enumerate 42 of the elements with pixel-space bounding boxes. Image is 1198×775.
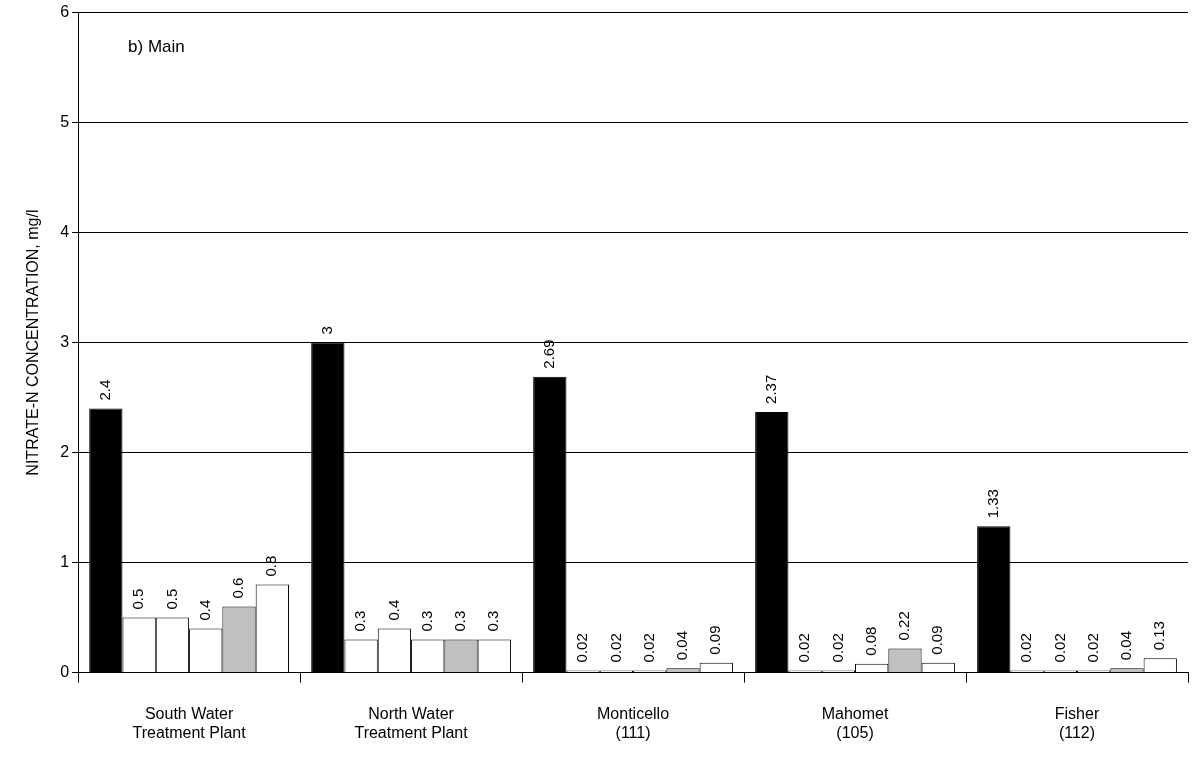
data-label: 0.08 (861, 626, 879, 656)
data-label: 0.02 (639, 633, 657, 663)
data-label: 0.3 (451, 610, 469, 632)
data-label: 0.6 (229, 577, 247, 599)
data-label: 1.33 (983, 489, 1001, 519)
data-label: 0.02 (606, 633, 624, 663)
y-tick-label: 6 (60, 3, 70, 21)
data-label: 0.02 (573, 633, 591, 663)
y-tick-label: 1 (60, 553, 70, 571)
data-label: 0.02 (795, 633, 813, 663)
data-label: 2.4 (95, 379, 113, 401)
data-label: 0.04 (1117, 631, 1135, 661)
annotation: b) Main (128, 36, 185, 56)
data-label: 0.5 (162, 588, 180, 610)
y-tick-label: 2 (60, 443, 70, 461)
y-axis-title: NITRATE-N CONCENTRATION, mg/l (24, 209, 42, 476)
x-tick-label: North Water Treatment Plant (354, 704, 469, 741)
data-label: 0.4 (384, 599, 402, 621)
data-label: 0.04 (673, 631, 691, 661)
data-label: 3 (317, 326, 335, 335)
data-label: 0.02 (1083, 633, 1101, 663)
data-label: 0.09 (928, 625, 946, 655)
data-label: 0.02 (1017, 633, 1035, 663)
x-tick-label: Fisher (112) (1054, 704, 1100, 741)
y-tick-label: 3 (60, 333, 70, 351)
x-tick-label: Mahomet (105) (821, 704, 889, 741)
data-label: 0.3 (484, 610, 502, 632)
data-label: 2.37 (761, 374, 779, 404)
data-label: 0.3 (417, 610, 435, 632)
data-label: 0.4 (195, 599, 213, 621)
y-tick-label: 4 (60, 223, 70, 241)
y-tick-label: 0 (60, 663, 70, 681)
data-label: 0.02 (1050, 633, 1068, 663)
y-tick-label: 5 (60, 113, 70, 131)
data-label: 0.22 (895, 611, 913, 641)
data-label: 0.02 (828, 633, 846, 663)
data-label: 0.13 (1150, 621, 1168, 651)
x-tick-label: South Water Treatment Plant (132, 704, 247, 741)
data-label: 0.3 (351, 610, 369, 632)
data-label: 0.09 (706, 625, 724, 655)
data-label: 0.5 (129, 588, 147, 610)
x-tick-label: Monticello (111) (597, 704, 670, 741)
